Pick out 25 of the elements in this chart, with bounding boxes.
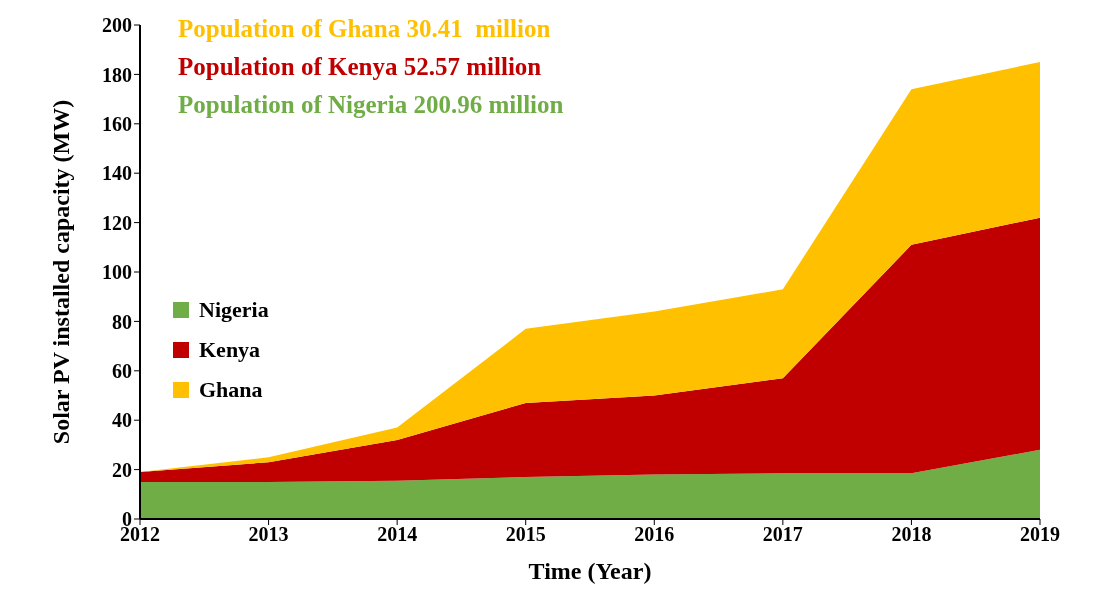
y-tick-label: 40	[112, 409, 132, 432]
x-tick-label: 2018	[891, 523, 932, 546]
y-tick-label: 60	[112, 359, 132, 382]
y-tick-label: 200	[102, 14, 132, 37]
y-axis-title: Solar PV installed capacity (MW)	[47, 99, 74, 445]
y-tick-label: 140	[102, 162, 132, 185]
y-tick-label: 160	[102, 112, 132, 135]
x-axis-title: Time (Year)	[528, 558, 652, 584]
x-tick-label: 2016	[634, 523, 675, 546]
x-tick-label: 2017	[762, 523, 803, 546]
legend-label: Ghana	[199, 377, 263, 403]
y-tick-label: 100	[102, 261, 132, 284]
x-tick-label: 2015	[505, 523, 546, 546]
y-tick-label: 20	[112, 458, 132, 481]
legend-label: Nigeria	[199, 297, 269, 323]
annotation: Population of Ghana 30.41 million	[178, 14, 552, 44]
x-tick-label: 2019	[1020, 523, 1060, 546]
y-tick-label: 80	[112, 310, 132, 333]
x-tick-label: 2014	[377, 523, 418, 546]
annotation: Population of Kenya 52.57 million	[178, 52, 543, 82]
x-tick-label: 2013	[248, 523, 289, 546]
legend-label: Kenya	[199, 337, 261, 363]
y-tick-label: 120	[102, 211, 132, 234]
y-tick-label: 180	[102, 63, 132, 86]
annotation: Population of Nigeria 200.96 million	[178, 90, 564, 120]
